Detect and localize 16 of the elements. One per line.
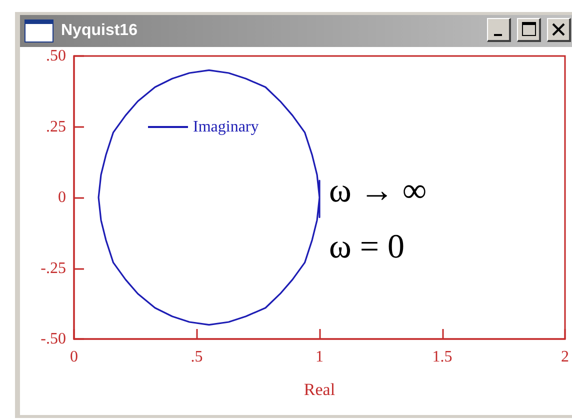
y-tick-label: .25 <box>46 118 66 136</box>
x-tick-label: .5 <box>190 348 203 366</box>
x-tick-label: 0 <box>70 348 78 366</box>
chart-title: Nyquist16 <box>61 21 138 41</box>
y-tick-label: -.25 <box>40 260 66 277</box>
x-tick-label: 1 <box>316 348 324 366</box>
annotation: ω → ∞ <box>329 172 427 210</box>
y-tick-label: -.50 <box>40 330 66 348</box>
legend-label: Imaginary <box>193 118 259 136</box>
y-tick-label: 0 <box>58 189 66 206</box>
line-series <box>98 69 320 326</box>
x-tick-label: 1.5 <box>432 348 452 366</box>
x-axis-title: Real <box>304 380 336 399</box>
annotation: ω = 0 <box>329 228 405 266</box>
y-tick-label: .50 <box>46 48 66 64</box>
x-tick-label: 2 <box>561 348 569 366</box>
